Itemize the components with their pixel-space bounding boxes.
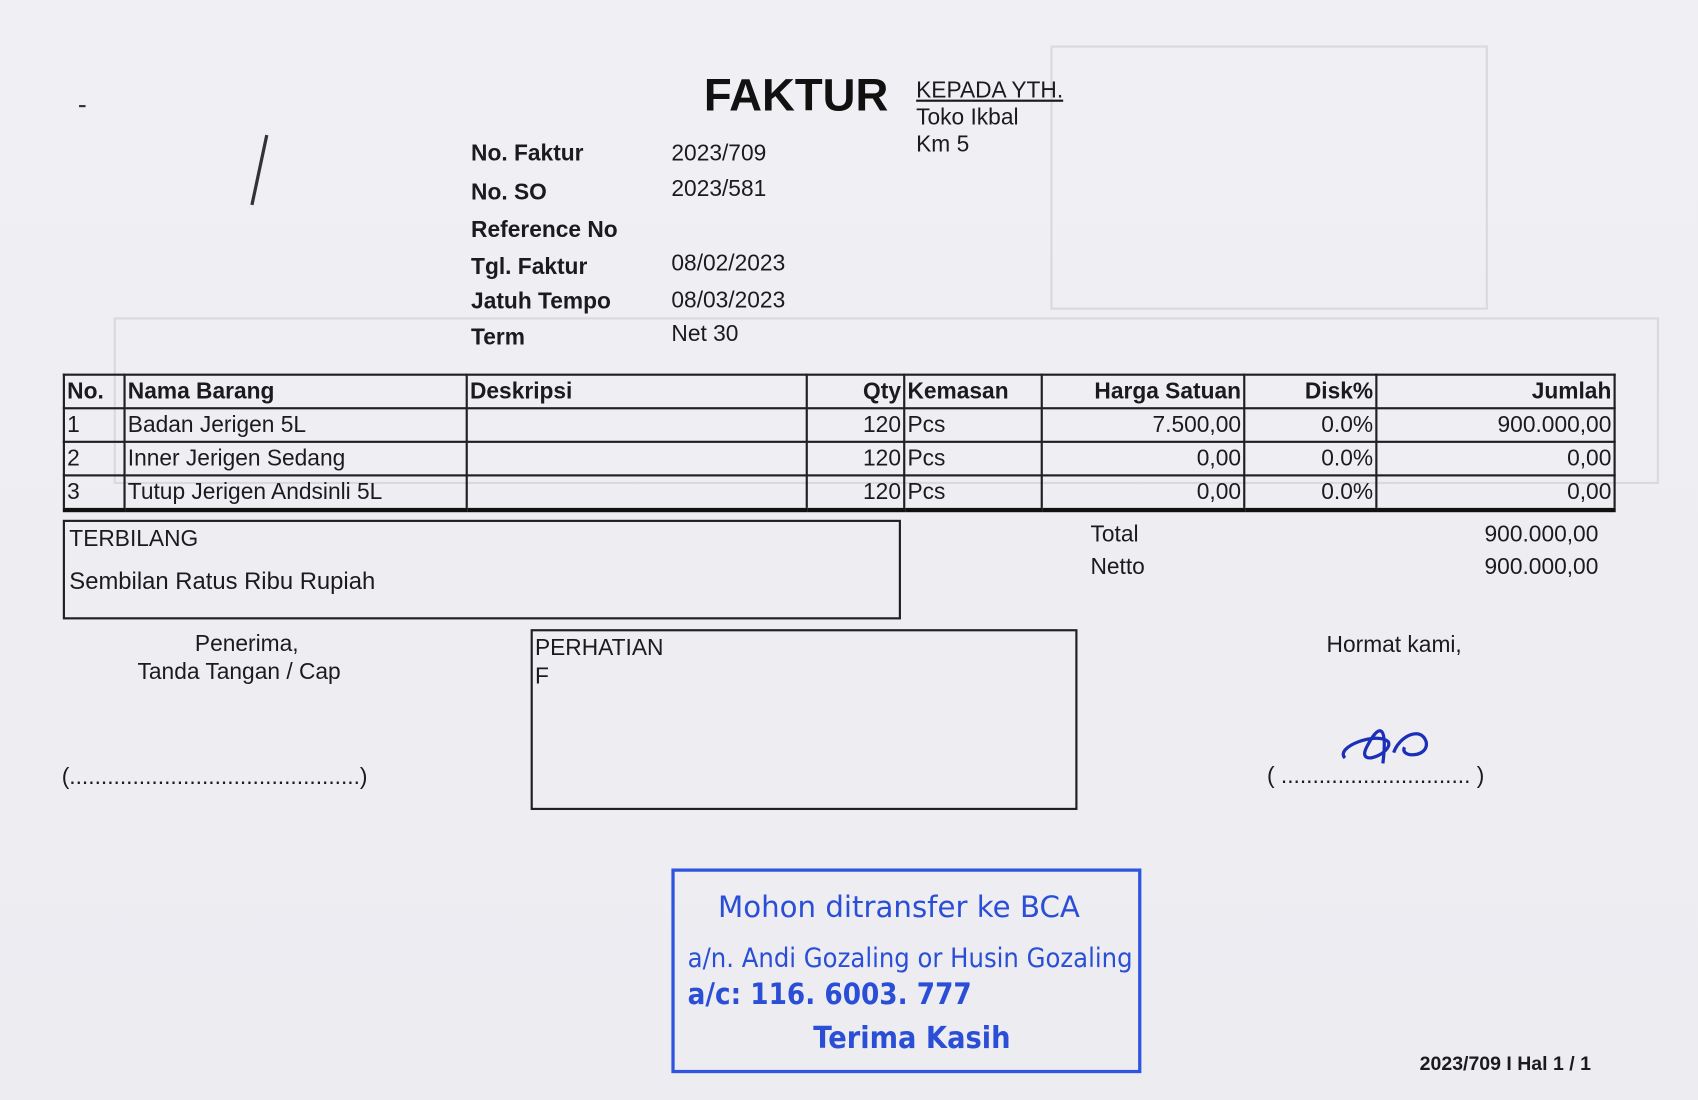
recipient-address: Km 5 [916,132,970,158]
bank-transfer-stamp: Mohon ditransfer ke BCA a/n. Andi Gozali… [671,868,1142,1074]
table-row: 2 Inner Jerigen Sedang 120 Pcs 0,00 0.0%… [62,440,1616,477]
dot-mark [79,105,86,108]
pen-mark [250,134,269,206]
notice-label: PERHATIAN [534,635,664,661]
col-unit: Kemasan [903,373,1043,410]
meta-label: Jatuh Tempo [471,289,611,315]
cell-price: 0,00 [1040,440,1246,477]
cell-unit: Pcs [903,407,1043,443]
col-disc: Disk% [1243,373,1378,410]
meta-label: Term [471,324,525,350]
cell-name: Inner Jerigen Sedang [123,440,468,477]
cell-desc [465,407,808,443]
stamp-line: Mohon ditransfer ke BCA [717,891,1080,925]
signature-icon [1341,729,1428,764]
col-price: Harga Satuan [1040,373,1246,410]
cell-unit: Pcs [903,440,1043,477]
stamp-line: a/c: 116. 6003. 777 [687,977,972,1012]
cell-price: 0,00 [1040,474,1246,513]
col-qty: Qty [805,373,906,410]
terbilang-box: TERBILANG Sembilan Ratus Ribu Rupiah [62,519,901,620]
meta-label: No. Faktur [471,140,584,166]
total-label: Total [1090,521,1139,547]
receiver-sublabel: Tanda Tangan / Cap [137,659,341,685]
terbilang-value: Sembilan Ratus Ribu Rupiah [69,567,376,595]
cell-no: 1 [62,407,126,443]
total-value: 900.000,00 [1484,521,1599,547]
meta-value: 2023/581 [671,176,767,202]
meta-value: Net 30 [671,321,739,347]
cell-desc [465,440,808,477]
meta-value: 08/02/2023 [671,251,786,277]
cell-qty: 120 [805,407,906,443]
receiver-label: Penerima, [194,631,299,657]
cell-no: 2 [62,440,126,477]
terbilang-label: TERBILANG [69,526,199,552]
stamp-line: a/n. Andi Gozaling or Husin Gozaling [687,942,1133,974]
netto-value: 900.000,00 [1484,554,1599,580]
table-header: No. Nama Barang Deskripsi Qty Kemasan Ha… [62,373,1616,410]
col-total: Jumlah [1375,373,1616,410]
cell-qty: 120 [805,474,906,513]
col-name: Nama Barang [123,373,468,410]
cell-price: 7.500,00 [1040,407,1246,443]
table-row: 1 Badan Jerigen 5L 120 Pcs 7.500,00 0.0%… [62,407,1616,443]
cell-total: 900.000,00 [1375,407,1616,443]
recipient-name: Toko Ikbal [916,105,1019,130]
cell-no: 3 [62,474,126,513]
document-title: FAKTUR [703,69,889,121]
cell-name: Badan Jerigen 5L [123,407,468,443]
meta-label: Tgl. Faktur [471,254,588,280]
cell-disc: 0.0% [1243,440,1378,477]
table-row: 3 Tutup Jerigen Andsinli 5L 120 Pcs 0,00… [62,474,1616,513]
meta-label: No. SO [471,179,547,205]
recipient-label: KEPADA YTH. [916,77,1064,103]
notice-box: PERHATIAN F [530,629,1078,811]
meta-value: 2023/709 [671,140,767,166]
items-table: No. Nama Barang Deskripsi Qty Kemasan Ha… [62,373,1616,513]
cell-total: 0,00 [1375,440,1616,477]
cell-total: 0,00 [1375,474,1616,513]
cell-disc: 0.0% [1243,407,1378,443]
col-desc: Deskripsi [465,373,808,410]
ghost-box [1050,45,1488,310]
cell-name: Tutup Jerigen Andsinli 5L [123,474,468,513]
meta-label: Reference No [471,217,618,243]
cell-qty: 120 [805,440,906,477]
sender-sign-line: ( .............................. ) [1266,763,1485,789]
netto-label: Netto [1090,554,1145,580]
stamp-line: Terima Kasih [813,1020,1011,1056]
col-no: No. [62,373,126,410]
cell-disc: 0.0% [1243,474,1378,513]
sender-label: Hormat kami, [1326,632,1462,658]
page-reference: 2023/709 I Hal 1 / 1 [1419,1052,1591,1075]
cell-unit: Pcs [903,474,1043,513]
receiver-sign-line: (.......................................… [61,764,368,790]
cell-desc [465,474,808,513]
notice-value: F [534,663,549,689]
meta-value: 08/03/2023 [671,288,786,313]
